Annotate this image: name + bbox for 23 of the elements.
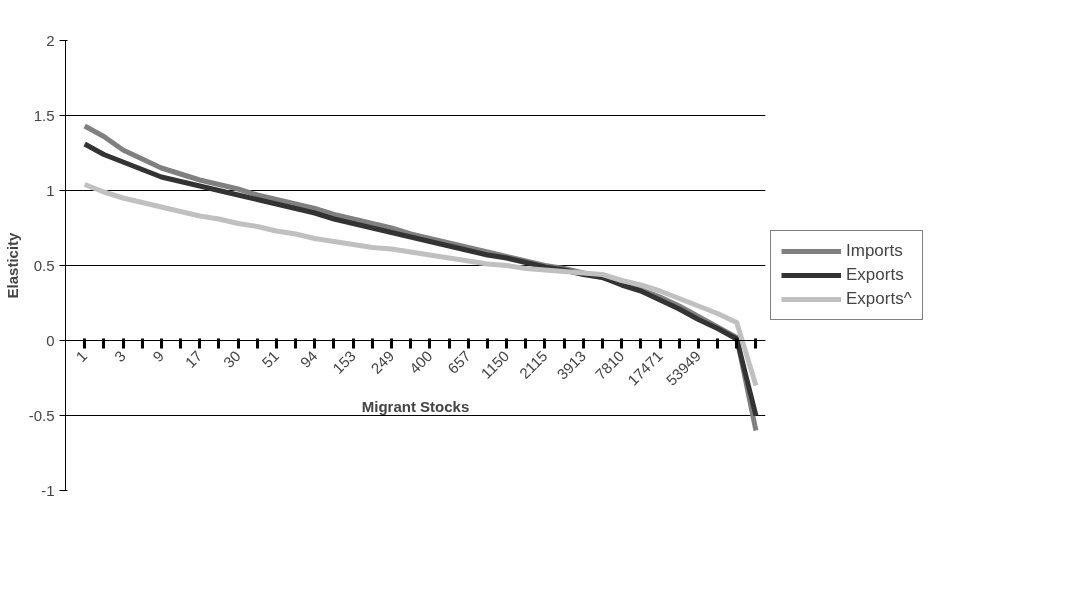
x-tick-label: 153 xyxy=(329,347,359,377)
y-tick-label: -0.5 xyxy=(28,406,55,424)
legend-label: Exports xyxy=(846,265,904,285)
y-axis-title: Elasticity xyxy=(3,231,21,299)
y-tick-label: -1 xyxy=(41,481,55,499)
x-tick-label: 51 xyxy=(258,347,283,371)
x-tick-label: 94 xyxy=(296,347,321,371)
x-tick-label: 3 xyxy=(110,347,129,366)
x-tick-label: 9 xyxy=(149,347,168,366)
y-tick-label: 1.5 xyxy=(33,106,55,124)
x-tick-label: 249 xyxy=(367,347,398,377)
x-axis-title: Migrant Stocks xyxy=(361,398,470,416)
legend-label: Imports xyxy=(846,241,903,261)
x-tick-label: 30 xyxy=(219,347,244,371)
x-tick-label: 1 xyxy=(72,347,91,366)
x-tick-label: 657 xyxy=(444,347,474,377)
x-tick-label: 17 xyxy=(181,347,206,371)
y-tick-label: 1 xyxy=(46,181,55,199)
x-tick-label: 400 xyxy=(405,347,436,377)
legend-label: Exports^ xyxy=(846,289,912,309)
y-tick-label: 0.5 xyxy=(33,256,55,274)
y-tick-label: 0 xyxy=(46,331,55,349)
y-tick-label: 2 xyxy=(46,31,55,49)
